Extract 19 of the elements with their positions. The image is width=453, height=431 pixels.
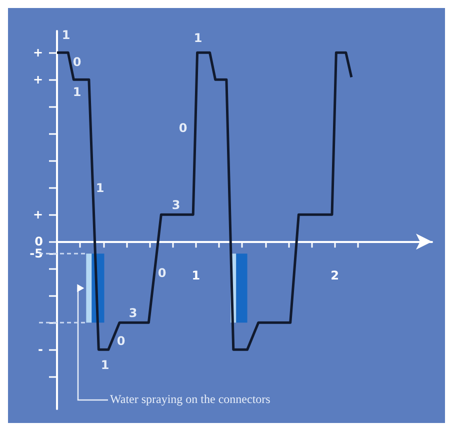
annotation: 1: [96, 181, 104, 195]
annotation: 0: [116, 334, 126, 348]
y-tick-label: -: [38, 342, 44, 357]
y-tick-label: +: [32, 46, 43, 60]
annotation: 1: [62, 28, 70, 42]
y-tick-label: +: [32, 72, 43, 87]
annotation: 0: [178, 121, 188, 135]
y-tick-label: 0: [34, 234, 43, 249]
annotation: Water spraying on the connectors: [110, 392, 271, 406]
annotation: 1: [194, 31, 202, 45]
annotation: 1: [72, 85, 82, 99]
annotation: 3: [172, 198, 180, 212]
x-tick-label: 2: [330, 268, 339, 283]
annotation: 3: [128, 306, 138, 320]
y-tick-label: +: [32, 208, 43, 222]
line-series: [56, 51, 353, 351]
annotation: 1: [100, 358, 110, 372]
annotation: 0: [72, 55, 82, 69]
annotation: 0: [158, 266, 166, 280]
